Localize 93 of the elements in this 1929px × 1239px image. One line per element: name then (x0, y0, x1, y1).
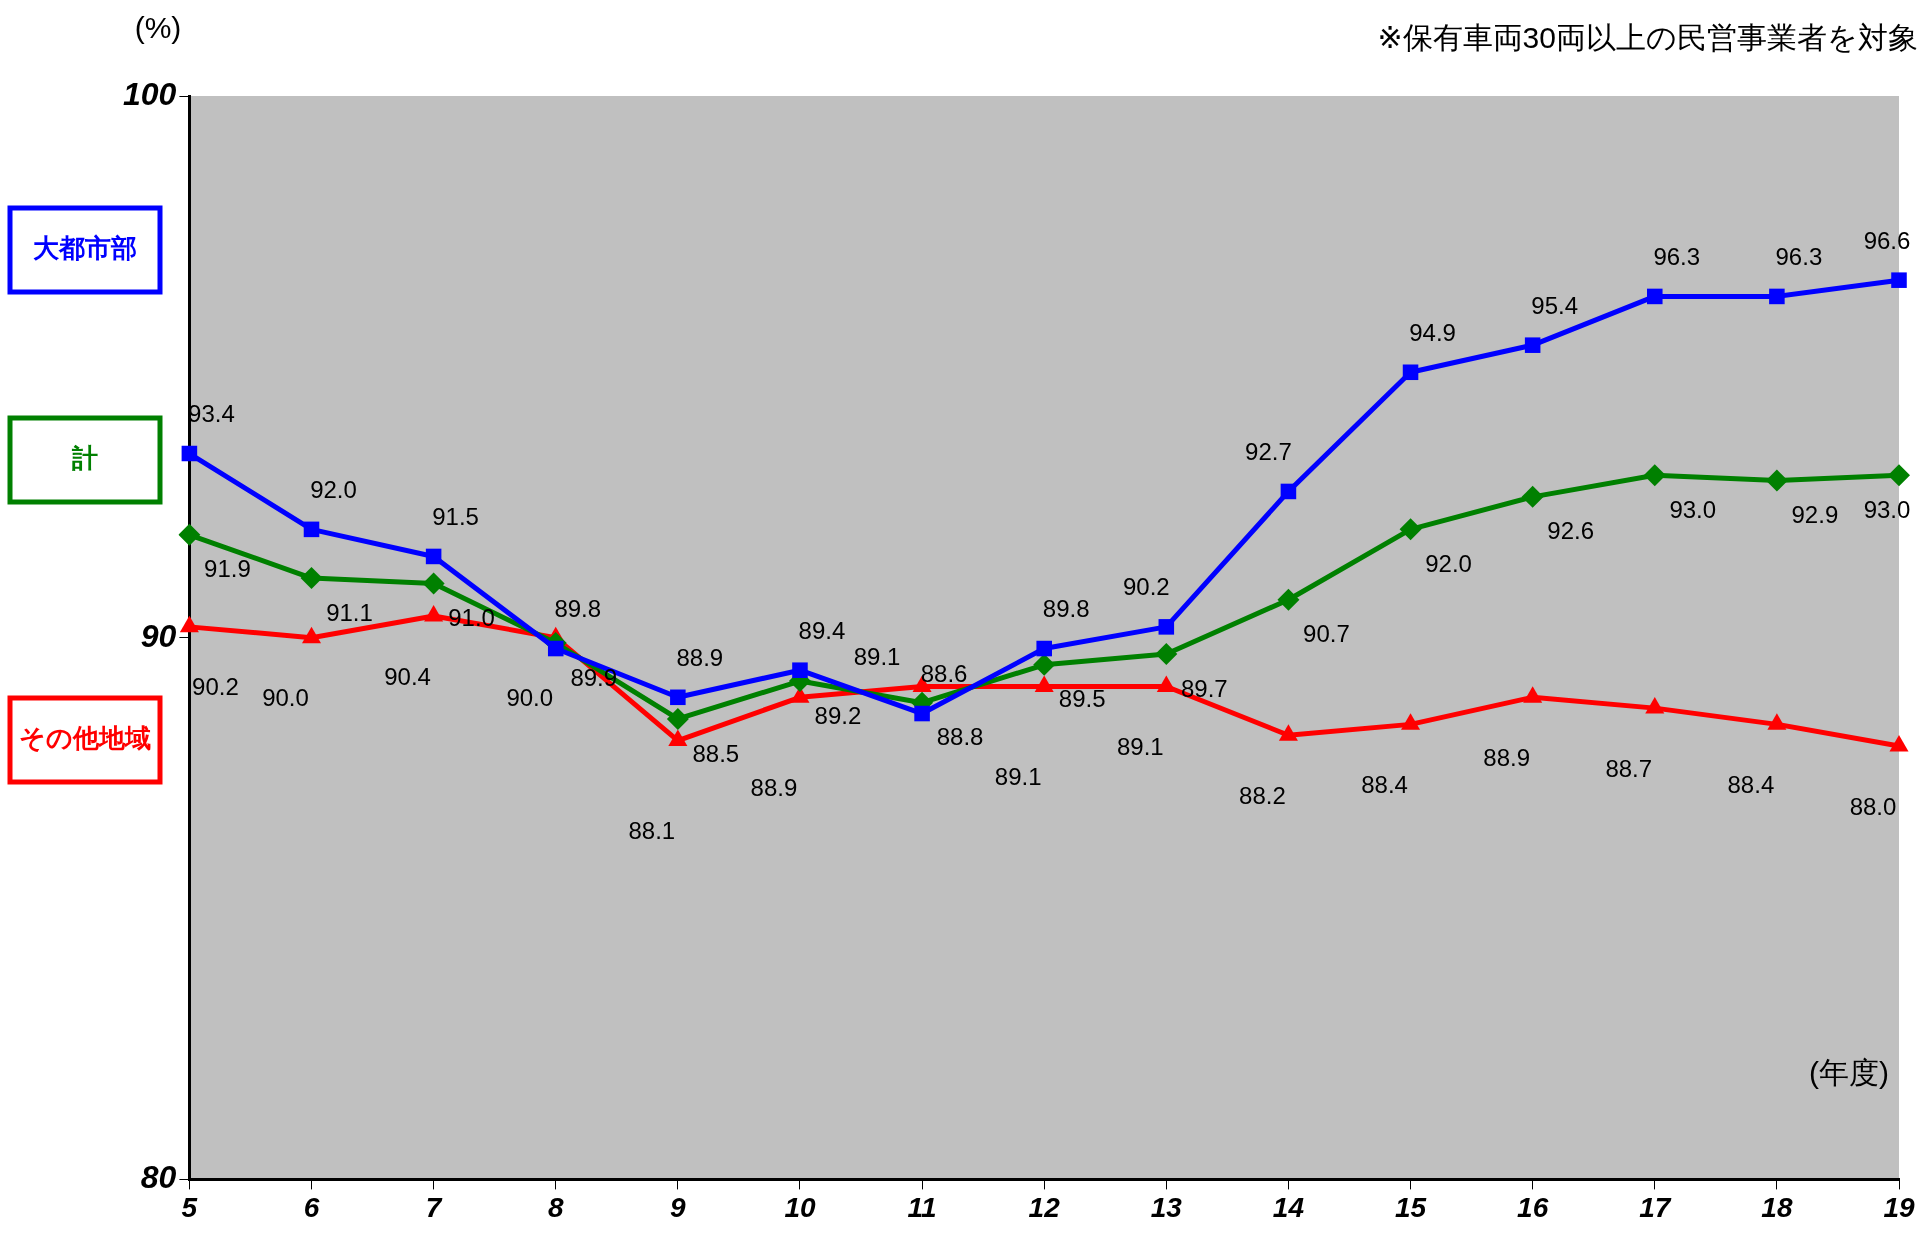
point (1521, 485, 1544, 508)
data-label: 91.9 (204, 555, 251, 583)
point (181, 445, 198, 462)
point (1033, 653, 1056, 676)
y-axis-title: (%) (134, 11, 182, 45)
point (1765, 469, 1788, 492)
x-tick-label: 12 (1028, 1191, 1061, 1223)
data-label: 94.9 (1409, 318, 1456, 346)
data-label: 89.2 (814, 701, 862, 729)
data-label: 92.0 (310, 475, 357, 503)
data-label: 90.2 (1122, 573, 1170, 601)
point (792, 662, 808, 678)
data-label: 96.3 (1775, 243, 1823, 271)
data-label: 89.8 (1042, 595, 1090, 623)
x-tick-label: 16 (1517, 1191, 1549, 1223)
text: 計 (71, 443, 98, 474)
point (670, 689, 686, 706)
x-tick-label: 10 (784, 1191, 816, 1223)
y-tick-label: 90 (140, 617, 177, 654)
x-axis-title: (年度) (1809, 1055, 1889, 1089)
x-tick-label: 14 (1272, 1191, 1305, 1223)
point (666, 707, 689, 730)
data-label: 96.6 (1863, 226, 1911, 254)
point (178, 523, 201, 546)
point (1277, 588, 1300, 611)
data-label: 88.4 (1727, 771, 1775, 798)
x-tick-label: 15 (1394, 1191, 1427, 1223)
data-label: 93.0 (1669, 495, 1717, 523)
point (1888, 464, 1910, 487)
point (1158, 619, 1175, 635)
data-label: 89.1 (1116, 733, 1164, 761)
point (1155, 642, 1178, 665)
point (1643, 464, 1666, 487)
data-label: 90.7 (1303, 620, 1350, 648)
point (1280, 483, 1297, 500)
data-label: 91.5 (432, 503, 479, 531)
data-label: 92.6 (1547, 517, 1595, 545)
data-label: 89.8 (554, 595, 602, 623)
data-label: 89.1 (853, 643, 901, 671)
data-label: 88.8 (936, 723, 984, 751)
data-label: 90.0 (262, 684, 309, 712)
x-tick-label: 13 (1150, 1191, 1183, 1223)
data-label: 88.0 (1849, 792, 1897, 820)
point (425, 548, 442, 565)
point (303, 521, 320, 538)
data-label: 90.2 (192, 673, 239, 701)
x-tick-label: 8 (547, 1191, 564, 1223)
x-tick-label: 7 (425, 1191, 443, 1223)
y-tick-label: 80 (140, 1159, 177, 1196)
data-label: 89.4 (798, 616, 846, 644)
point (1646, 288, 1663, 305)
data-label: 88.9 (1483, 743, 1531, 771)
data-label: 92.7 (1245, 438, 1292, 466)
point (1524, 337, 1541, 353)
text: その他地域 (19, 723, 151, 754)
point (1399, 518, 1422, 541)
data-label: 91.1 (326, 598, 373, 626)
x-tick-label: 18 (1761, 1191, 1793, 1223)
point (1891, 272, 1907, 288)
data-label: 90.0 (506, 684, 554, 712)
data-label: 92.9 (1791, 501, 1839, 529)
data-label: 95.4 (1531, 291, 1579, 319)
point (914, 705, 930, 722)
point (1402, 364, 1419, 381)
data-label: 88.6 (920, 660, 968, 688)
data-label: 88.1 (628, 817, 676, 845)
x-tick-label: 17 (1639, 1191, 1672, 1223)
data-label: 93.0 (1863, 495, 1911, 523)
text: ※保有車両30両以上の民営事業者を対象 (1377, 21, 1918, 55)
data-label: 88.9 (750, 773, 798, 801)
point (1769, 288, 1785, 305)
x-tick-label: 19 (1883, 1191, 1915, 1223)
data-label: 90.4 (384, 662, 431, 690)
x-tick-label: 5 (181, 1191, 198, 1223)
data-label: 88.2 (1239, 781, 1286, 809)
text: 大都市部 (33, 233, 137, 264)
point (547, 640, 564, 657)
point (422, 572, 445, 595)
data-label: 89.5 (1058, 685, 1106, 713)
data-label: 88.7 (1605, 754, 1653, 782)
x-tick-label: 11 (907, 1191, 937, 1223)
data-label: 89.1 (994, 763, 1042, 791)
data-label: 88.9 (676, 643, 724, 671)
x-tick-label: 9 (670, 1191, 687, 1223)
data-label: 89.7 (1180, 674, 1228, 702)
data-label: 96.3 (1653, 243, 1701, 271)
y-tick-label: 100 (123, 75, 177, 112)
point (1036, 640, 1052, 657)
data-label: 88.5 (692, 739, 740, 767)
data-label: 92.0 (1425, 549, 1472, 577)
point (300, 567, 323, 590)
x-tick-label: 6 (303, 1191, 320, 1223)
data-label: 88.4 (1361, 771, 1408, 798)
